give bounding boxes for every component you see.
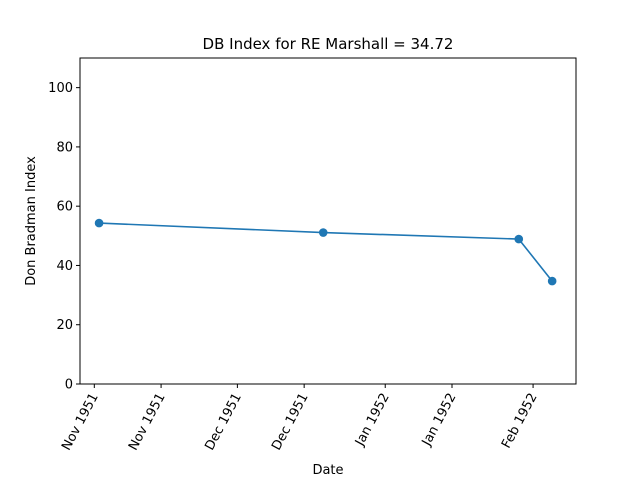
y-tick-label: 100: [48, 81, 73, 96]
plot-frame: [79, 57, 577, 385]
y-axis: 0 20 40 60 80 100: [48, 81, 80, 393]
x-tick-label: Feb 1952: [499, 391, 541, 451]
x-axis: Nov 1951 Nov 1951 Dec 1951 Dec 1951 Jan 1952…: [59, 384, 541, 453]
chart-title: DB Index for RE Marshall = 34.72: [203, 35, 454, 53]
x-tick-label: Dec 1951: [269, 391, 312, 453]
x-tick-label: Jan 1952: [352, 391, 393, 449]
series-line: [99, 222, 553, 282]
x-tick-label: Dec 1951: [202, 391, 245, 453]
data-point: [514, 234, 524, 244]
data-point: [94, 218, 104, 228]
y-tick-label: 60: [56, 200, 73, 215]
x-axis-title: Date: [312, 463, 343, 478]
x-tick-label: Jan 1952: [419, 391, 460, 449]
y-tick-label: 40: [56, 259, 73, 274]
y-tick-label: 0: [65, 378, 73, 393]
data-point: [318, 228, 328, 237]
data-point: [547, 276, 557, 286]
x-tick-label: Nov 1951: [126, 391, 169, 453]
y-tick-label: 80: [56, 140, 73, 155]
plot-content: [94, 218, 557, 286]
y-axis-title: Don Bradman Index: [24, 156, 39, 286]
x-tick-label: Nov 1951: [59, 391, 102, 453]
y-tick-label: 20: [56, 318, 73, 333]
